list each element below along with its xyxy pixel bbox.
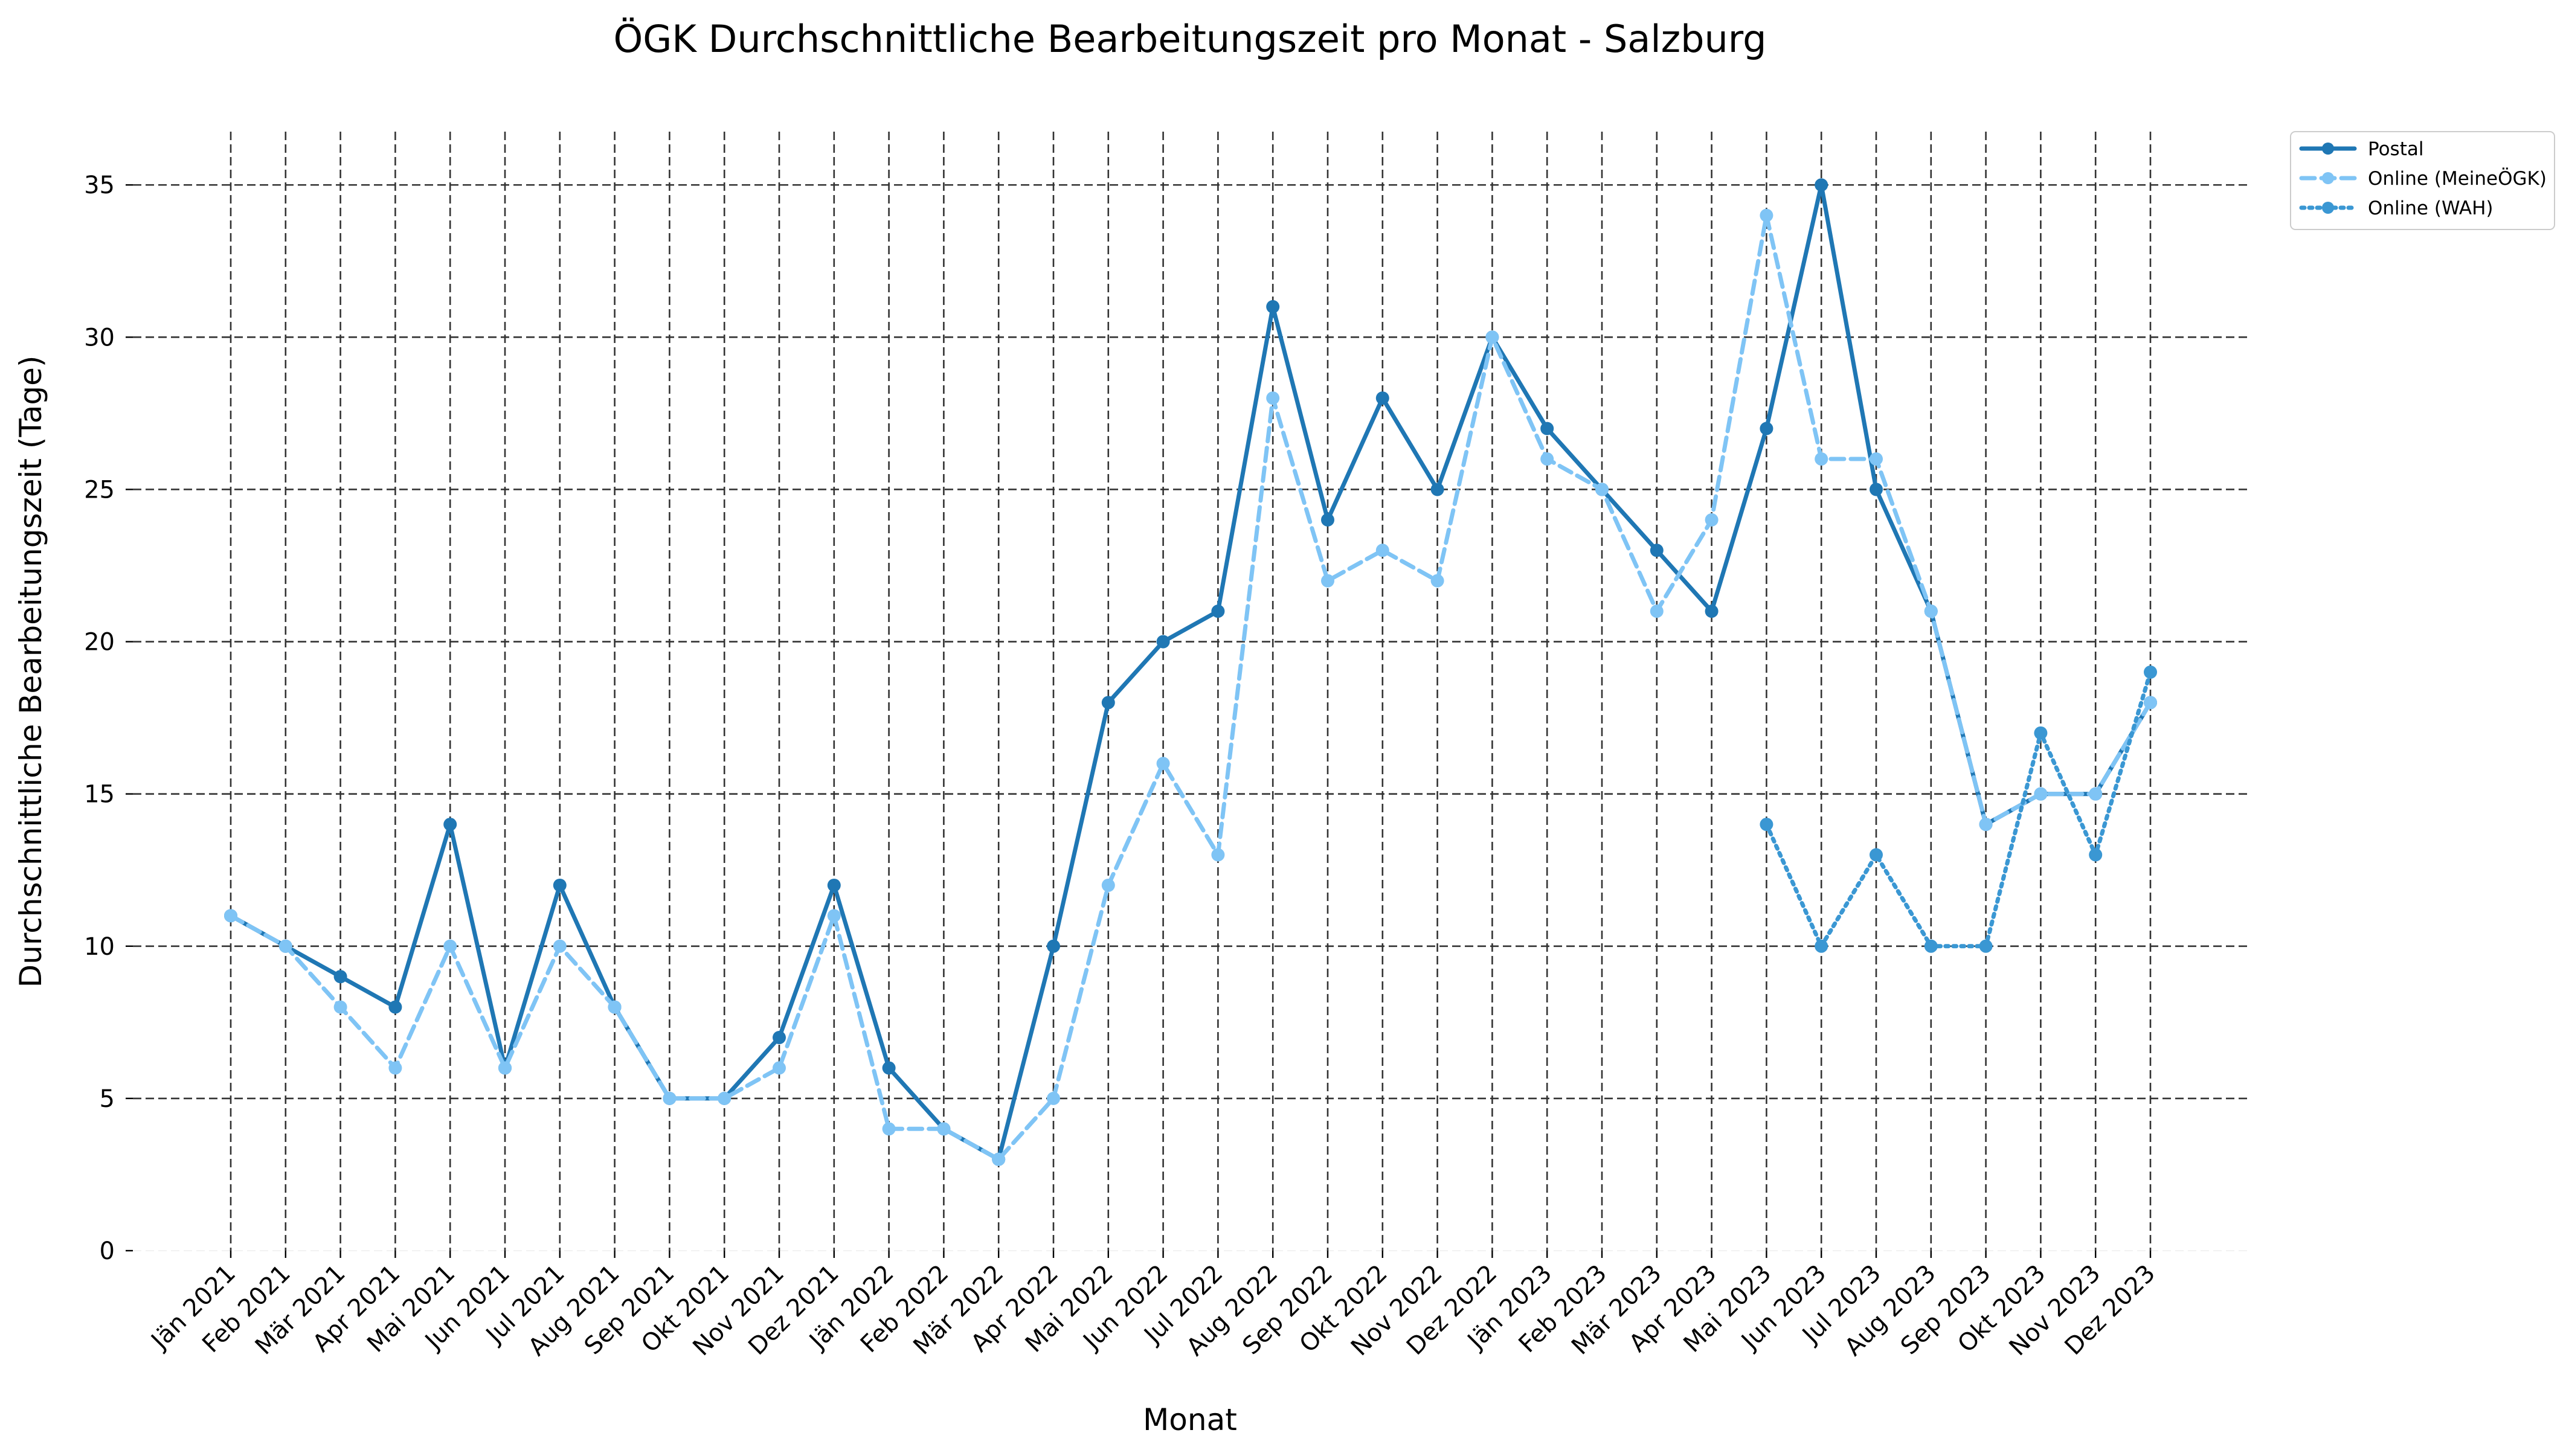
data-point bbox=[1211, 605, 1225, 618]
data-point bbox=[1375, 391, 1389, 405]
x-axis-label: Monat bbox=[1143, 1402, 1237, 1437]
data-point bbox=[1760, 208, 1773, 222]
y-tick-label: 15 bbox=[84, 781, 115, 809]
legend-marker bbox=[2322, 202, 2334, 214]
data-point bbox=[1321, 574, 1334, 588]
data-point bbox=[553, 878, 567, 892]
data-point bbox=[1815, 939, 1828, 953]
data-point bbox=[1815, 452, 1828, 466]
data-point bbox=[388, 1061, 402, 1075]
data-point bbox=[1924, 939, 1938, 953]
data-point bbox=[827, 909, 841, 923]
y-axis-label: Durchschnittliche Bearbeitungszeit (Tage… bbox=[13, 356, 48, 988]
data-point bbox=[498, 1061, 512, 1075]
data-point bbox=[1650, 605, 1664, 618]
data-point bbox=[773, 1061, 786, 1075]
y-tick-label: 20 bbox=[84, 629, 115, 656]
data-point bbox=[1211, 848, 1225, 862]
data-point bbox=[1705, 513, 1719, 527]
data-point bbox=[1375, 544, 1389, 557]
data-point bbox=[1266, 391, 1280, 405]
data-point bbox=[1430, 574, 1444, 588]
data-point bbox=[1760, 818, 1773, 832]
data-point bbox=[333, 1000, 347, 1014]
data-point bbox=[1979, 939, 1993, 953]
data-point bbox=[278, 939, 292, 953]
y-tick-label: 30 bbox=[84, 324, 115, 351]
series-line bbox=[1764, 670, 2153, 949]
data-point bbox=[1924, 605, 1938, 618]
data-point bbox=[2034, 787, 2048, 801]
data-point bbox=[1870, 483, 1883, 496]
data-point bbox=[1815, 178, 1828, 192]
series bbox=[1760, 665, 2157, 953]
legend-frame bbox=[2290, 131, 2555, 230]
legend-marker bbox=[2322, 143, 2334, 155]
data-point bbox=[773, 1031, 786, 1045]
y-tick-label: 25 bbox=[84, 476, 115, 504]
data-point bbox=[882, 1122, 896, 1136]
data-point bbox=[443, 939, 457, 953]
data-point bbox=[937, 1122, 951, 1136]
data-point bbox=[827, 878, 841, 892]
data-point bbox=[333, 970, 347, 984]
data-point bbox=[2144, 696, 2157, 710]
data-point bbox=[1430, 483, 1444, 496]
series-line bbox=[228, 182, 2153, 1162]
data-point bbox=[1156, 757, 1170, 771]
data-point bbox=[443, 818, 457, 832]
series bbox=[224, 208, 2157, 1166]
data-point bbox=[2089, 787, 2103, 801]
series-line bbox=[228, 213, 2153, 1162]
data-point bbox=[882, 1061, 896, 1075]
data-point bbox=[224, 909, 237, 923]
data-point bbox=[663, 1091, 677, 1105]
series bbox=[224, 178, 2157, 1166]
data-point bbox=[1650, 544, 1664, 557]
data-point bbox=[1979, 818, 1993, 832]
y-tick-label: 35 bbox=[84, 172, 115, 199]
data-point bbox=[608, 1000, 622, 1014]
data-point bbox=[1266, 300, 1280, 313]
series-layer bbox=[224, 178, 2157, 1166]
data-point bbox=[2034, 726, 2048, 740]
data-point bbox=[1540, 452, 1554, 466]
y-axis-ticks: 0 5 10 15 20 25 30 35 bbox=[84, 172, 133, 1265]
data-point bbox=[718, 1091, 732, 1105]
legend-marker bbox=[2322, 172, 2334, 184]
data-point bbox=[1047, 939, 1060, 953]
legend-label: Online (MeineÖGK) bbox=[2368, 167, 2547, 190]
data-point bbox=[1540, 422, 1554, 435]
chart-title: ÖGK Durchschnittliche Bearbeitungszeit p… bbox=[613, 17, 1766, 61]
data-point bbox=[553, 939, 567, 953]
y-tick-label: 10 bbox=[84, 933, 115, 961]
data-point bbox=[1870, 452, 1883, 466]
data-point bbox=[388, 1000, 402, 1014]
legend-label: Postal bbox=[2368, 138, 2423, 160]
y-tick-label: 5 bbox=[100, 1085, 115, 1113]
data-point bbox=[1101, 878, 1115, 892]
data-point bbox=[1870, 848, 1883, 862]
legend-label: Online (WAH) bbox=[2368, 197, 2494, 219]
data-point bbox=[1156, 635, 1170, 649]
data-point bbox=[1047, 1091, 1060, 1105]
data-point bbox=[2089, 848, 2103, 862]
data-point bbox=[1595, 483, 1609, 496]
x-gridlines bbox=[230, 132, 2152, 1251]
data-point bbox=[992, 1152, 1006, 1166]
y-gridlines bbox=[133, 184, 2247, 1251]
data-point bbox=[1705, 605, 1719, 618]
data-point bbox=[1321, 513, 1334, 527]
data-point bbox=[1101, 696, 1115, 710]
data-point bbox=[1485, 330, 1499, 344]
data-point bbox=[2144, 665, 2157, 679]
data-point bbox=[1760, 422, 1773, 435]
y-tick-label: 0 bbox=[100, 1237, 115, 1265]
legend: Postal Online (MeineÖGK) Online (WAH) bbox=[2290, 131, 2555, 230]
